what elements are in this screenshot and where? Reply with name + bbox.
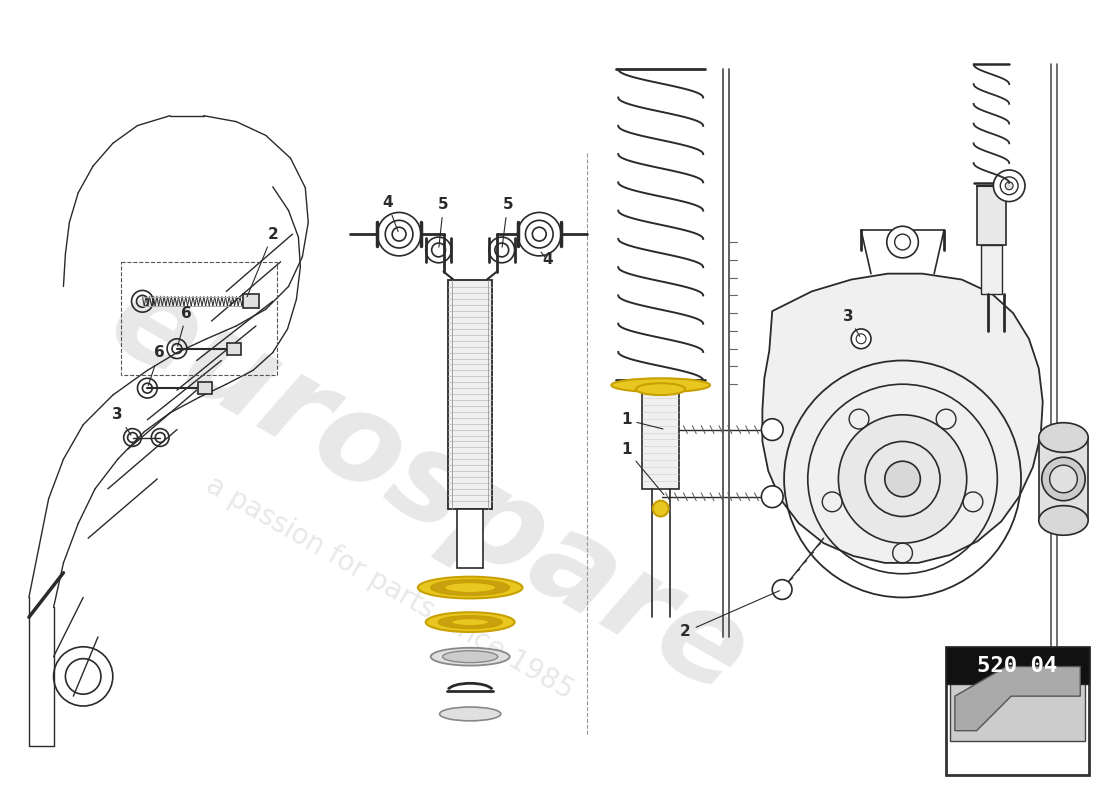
- Circle shape: [652, 501, 669, 517]
- Bar: [977, 186, 1007, 245]
- Text: 3: 3: [112, 407, 131, 435]
- Text: 1: 1: [620, 412, 663, 429]
- Text: 4: 4: [382, 195, 398, 231]
- Bar: [980, 245, 1002, 294]
- Ellipse shape: [442, 650, 498, 662]
- Circle shape: [1005, 182, 1013, 190]
- Bar: [458, 509, 483, 568]
- Circle shape: [851, 329, 871, 349]
- Ellipse shape: [440, 707, 500, 721]
- Polygon shape: [955, 666, 1080, 730]
- Bar: [228, 342, 241, 354]
- Text: 6: 6: [178, 306, 192, 346]
- Circle shape: [1049, 465, 1077, 493]
- Text: 4: 4: [541, 252, 552, 267]
- Ellipse shape: [1038, 506, 1088, 535]
- Bar: [950, 662, 1086, 741]
- Ellipse shape: [431, 580, 509, 595]
- Ellipse shape: [444, 582, 496, 593]
- Ellipse shape: [612, 378, 711, 392]
- Bar: [243, 294, 258, 308]
- Ellipse shape: [438, 616, 503, 629]
- Bar: [946, 646, 1089, 775]
- Ellipse shape: [636, 383, 685, 395]
- Text: 2: 2: [680, 590, 780, 639]
- Ellipse shape: [1038, 422, 1088, 452]
- Text: 6: 6: [148, 345, 165, 386]
- Circle shape: [838, 415, 967, 543]
- Text: 5: 5: [438, 197, 449, 247]
- Text: 5: 5: [502, 197, 513, 247]
- Ellipse shape: [451, 618, 488, 626]
- Text: eurospare: eurospare: [88, 258, 769, 720]
- Circle shape: [393, 227, 406, 241]
- Bar: [198, 382, 211, 394]
- Bar: [946, 646, 1089, 684]
- Bar: [1038, 438, 1088, 521]
- Text: 1: 1: [620, 442, 664, 494]
- Circle shape: [761, 418, 783, 441]
- Circle shape: [772, 580, 792, 599]
- Circle shape: [887, 226, 918, 258]
- Circle shape: [993, 170, 1025, 202]
- Circle shape: [532, 227, 547, 241]
- Circle shape: [1042, 458, 1086, 501]
- Bar: [642, 392, 680, 489]
- Bar: [449, 279, 492, 509]
- Text: a passion for parts since 1985: a passion for parts since 1985: [200, 470, 578, 705]
- Circle shape: [761, 486, 783, 508]
- Text: 3: 3: [843, 309, 860, 336]
- Circle shape: [884, 462, 921, 497]
- Ellipse shape: [418, 577, 522, 598]
- Polygon shape: [762, 274, 1043, 563]
- Text: 2: 2: [248, 226, 278, 297]
- Ellipse shape: [426, 612, 515, 632]
- Text: 520 04: 520 04: [977, 655, 1057, 675]
- Ellipse shape: [431, 648, 509, 666]
- Bar: [121, 262, 277, 375]
